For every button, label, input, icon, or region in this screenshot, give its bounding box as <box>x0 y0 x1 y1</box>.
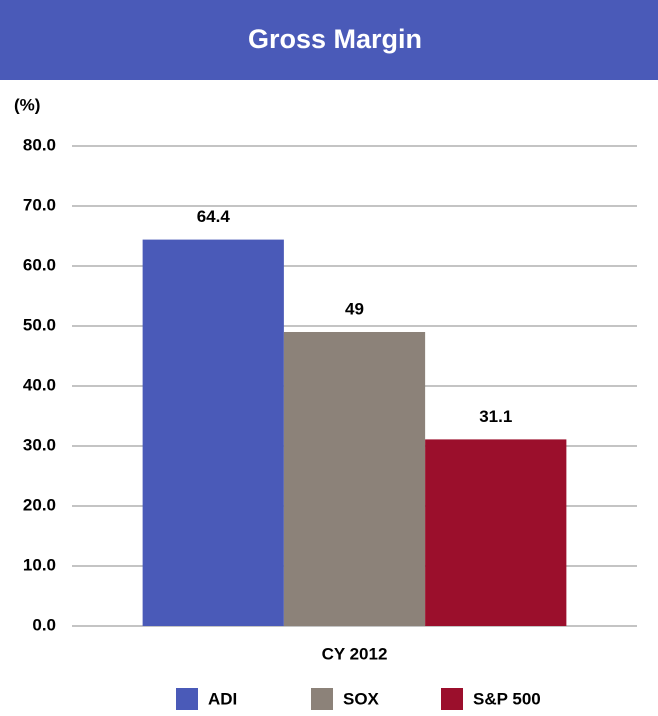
y-tick-label: 20.0 <box>23 495 56 514</box>
legend-swatch <box>441 688 463 710</box>
bar <box>283 332 426 626</box>
value-label: 64.4 <box>197 207 231 226</box>
x-tick-label: CY 2012 <box>322 644 388 663</box>
y-tick-label: 0.0 <box>32 615 56 634</box>
chart-title: Gross Margin <box>248 24 422 54</box>
y-tick-label: 60.0 <box>23 255 56 274</box>
legend-label: S&P 500 <box>473 689 541 708</box>
value-label: 49 <box>345 299 364 318</box>
bar <box>425 439 567 626</box>
legend-swatch <box>311 688 333 710</box>
y-tick-label: 80.0 <box>23 135 56 154</box>
bar <box>142 239 284 626</box>
y-axis-label: (%) <box>14 95 40 114</box>
legend-label: ADI <box>208 689 237 708</box>
value-label: 31.1 <box>479 407 512 426</box>
y-tick-label: 10.0 <box>23 555 56 574</box>
legend-swatch <box>176 688 198 710</box>
y-tick-label: 40.0 <box>23 375 56 394</box>
title-banner <box>0 0 658 80</box>
y-tick-label: 30.0 <box>23 435 56 454</box>
legend-label: SOX <box>343 689 380 708</box>
y-tick-label: 50.0 <box>23 315 56 334</box>
y-tick-label: 70.0 <box>23 195 56 214</box>
